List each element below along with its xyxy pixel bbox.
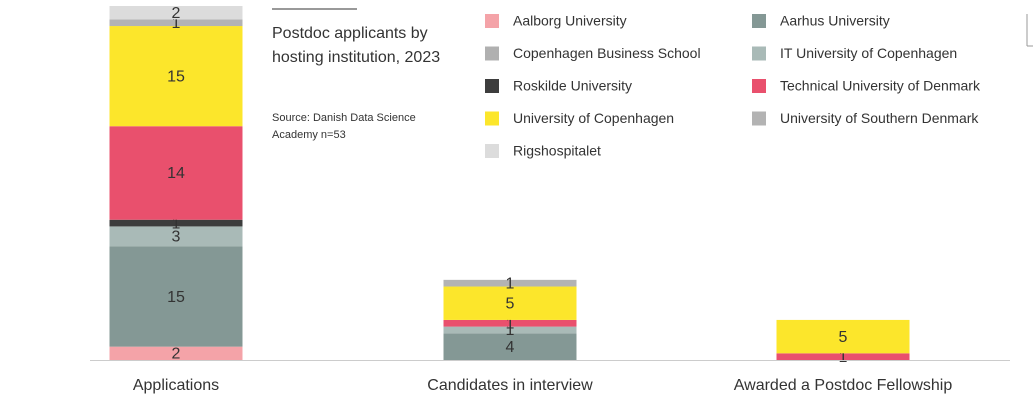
data-label: 1: [506, 315, 515, 332]
chart-title: Postdoc applicants by hosting institutio…: [272, 25, 441, 66]
bar-segment: [109, 126, 243, 220]
bar-segment: [109, 19, 243, 27]
legend-swatch: [485, 144, 499, 158]
legend-swatch: [485, 111, 499, 126]
legend-label: Rigshospitalet: [513, 143, 601, 159]
data-label: 1: [172, 15, 181, 32]
data-label: 2: [172, 346, 181, 363]
data-label: 1: [839, 349, 848, 366]
bar-segment: [776, 353, 910, 360]
data-label: 15: [167, 289, 185, 306]
bar-segment: [109, 226, 243, 247]
data-label: 2: [172, 5, 181, 22]
bar-segment: [109, 219, 243, 227]
legend-swatch: [485, 46, 499, 61]
bar-segment: [776, 319, 910, 354]
chart-subtitle: Source: Danish Data Science Academy n=53: [272, 112, 416, 141]
bar-segment: [109, 346, 243, 360]
bar-segment: [443, 333, 577, 360]
legend-label: Technical University of Denmark: [780, 78, 981, 94]
legend-swatch: [752, 14, 766, 28]
data-label: 1: [506, 275, 515, 292]
legend-swatch: [485, 79, 499, 93]
bar-segment: [109, 246, 243, 347]
bar-segment: [443, 286, 577, 320]
x-tick-label: Candidates in interview: [427, 377, 593, 394]
legend-label: Aalborg University: [513, 13, 627, 29]
legend-swatch: [752, 111, 766, 126]
data-label: 5: [839, 329, 848, 346]
legend-swatch: [485, 14, 499, 28]
legend-label: University of Copenhagen: [513, 110, 674, 126]
data-label: 5: [506, 295, 515, 312]
legend-swatch: [752, 79, 766, 93]
bar-segment: [109, 26, 243, 127]
bar-segment: [109, 6, 243, 20]
legend-label: IT University of Copenhagen: [780, 45, 957, 61]
data-label: 1: [506, 322, 515, 339]
legend-swatch: [752, 46, 766, 61]
x-tick-label: Awarded a Postdoc Fellowship: [734, 377, 953, 394]
legend-label: University of Southern Denmark: [780, 110, 979, 126]
data-label: 1: [172, 215, 181, 232]
data-label: 3: [172, 229, 181, 246]
data-label: 4: [506, 339, 515, 356]
legend-label: Roskilde University: [513, 78, 632, 94]
data-label: 14: [167, 165, 185, 182]
legend-label: Aarhus University: [780, 13, 890, 29]
bar-segment: [443, 279, 577, 287]
data-label: 15: [167, 68, 185, 85]
x-tick-label: Applications: [133, 377, 219, 394]
bar-segment: [443, 319, 577, 327]
legend-label: Copenhagen Business School: [513, 45, 701, 61]
bar-segment: [443, 326, 577, 334]
